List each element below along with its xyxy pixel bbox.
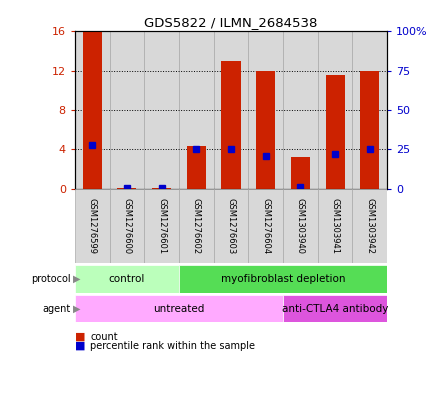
Bar <box>187 146 206 189</box>
Bar <box>214 189 248 263</box>
Bar <box>326 75 345 189</box>
Text: agent: agent <box>42 303 70 314</box>
Bar <box>152 188 171 189</box>
Bar <box>75 31 110 189</box>
Bar <box>318 31 352 189</box>
Bar <box>221 61 241 189</box>
Text: ■: ■ <box>75 341 85 351</box>
Bar <box>248 189 283 263</box>
Text: GSM1276604: GSM1276604 <box>261 198 270 254</box>
Text: GSM1303942: GSM1303942 <box>365 198 374 254</box>
Text: ■: ■ <box>75 332 85 342</box>
Bar <box>179 265 387 293</box>
Bar <box>214 31 248 189</box>
Text: anti-CTLA4 antibody: anti-CTLA4 antibody <box>282 303 389 314</box>
Text: GSM1276600: GSM1276600 <box>122 198 132 254</box>
Text: GSM1276602: GSM1276602 <box>192 198 201 254</box>
Bar <box>283 31 318 189</box>
Bar <box>256 71 275 189</box>
Text: percentile rank within the sample: percentile rank within the sample <box>90 341 255 351</box>
Bar <box>283 295 387 322</box>
Bar <box>318 189 352 263</box>
Bar <box>75 265 179 293</box>
Text: GSM1276603: GSM1276603 <box>227 198 235 254</box>
Bar <box>352 189 387 263</box>
Text: GSM1303941: GSM1303941 <box>330 198 340 254</box>
Text: ▶: ▶ <box>73 274 80 284</box>
Bar <box>283 189 318 263</box>
Title: GDS5822 / ILMN_2684538: GDS5822 / ILMN_2684538 <box>144 16 318 29</box>
Bar <box>110 31 144 189</box>
Bar <box>117 188 136 189</box>
Bar <box>248 31 283 189</box>
Bar <box>75 189 110 263</box>
Bar <box>144 31 179 189</box>
Bar <box>352 31 387 189</box>
Text: GSM1303940: GSM1303940 <box>296 198 305 254</box>
Bar <box>83 31 102 189</box>
Text: ▶: ▶ <box>73 303 80 314</box>
Text: protocol: protocol <box>31 274 70 284</box>
Bar <box>179 189 214 263</box>
Bar <box>110 189 144 263</box>
Bar <box>291 157 310 189</box>
Text: myofibroblast depletion: myofibroblast depletion <box>221 274 345 284</box>
Text: count: count <box>90 332 118 342</box>
Text: GSM1276601: GSM1276601 <box>157 198 166 254</box>
Bar <box>75 295 283 322</box>
Bar <box>179 31 214 189</box>
Text: untreated: untreated <box>153 303 205 314</box>
Text: control: control <box>109 274 145 284</box>
Bar <box>360 71 379 189</box>
Text: GSM1276599: GSM1276599 <box>88 198 97 254</box>
Bar <box>144 189 179 263</box>
